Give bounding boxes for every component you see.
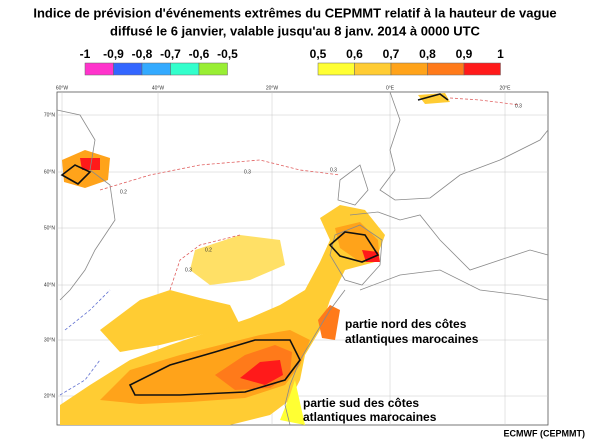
contour-label: 0.3: [244, 169, 251, 175]
field: [190, 235, 285, 285]
annotation: atlantiques marocaines: [345, 332, 479, 346]
legend-label: -0,7: [160, 47, 181, 61]
shading: [60, 93, 450, 425]
annotation: partie nord des côtes: [345, 317, 467, 331]
lon-label: 40°W: [152, 85, 165, 91]
coastline: [359, 269, 549, 301]
lat-label: 70°N: [44, 112, 56, 118]
legend-swatch: [113, 62, 143, 76]
coastline: [56, 109, 116, 301]
contour-label: 0.3: [515, 103, 522, 109]
contour-label: 0.2: [120, 189, 127, 195]
legend-swatch: [198, 62, 228, 76]
lon-label: 0°E: [386, 85, 395, 91]
field: [318, 305, 340, 340]
legend-swatch: [317, 62, 355, 76]
field: [80, 158, 100, 170]
lat-label: 40°N: [44, 282, 56, 288]
contour: [417, 93, 449, 101]
lon-label: 20°W: [266, 85, 279, 91]
coastline: [379, 91, 549, 201]
contours: [59, 93, 521, 396]
annotation: atlantiques marocaines: [303, 410, 437, 424]
contour-label: 0.3: [330, 167, 337, 173]
title-line: diffusé le 6 janvier, valable jusqu'au 8…: [110, 23, 481, 38]
title-line: Indice de prévision d'événements extrême…: [33, 5, 556, 20]
contour: [128, 339, 301, 396]
legend-swatch: [463, 62, 501, 76]
legend-label: 0,8: [419, 47, 436, 61]
legend: -1 -0,9 -0,8 -0,7 -0,6 -0,5 0,5 0,6 0,7 0,8 0,9 1: [80, 47, 504, 76]
contour: [59, 359, 101, 396]
legend-label: -0,5: [217, 47, 238, 61]
legend-swatch: [141, 62, 171, 76]
contour-label: 0.3: [185, 267, 192, 273]
legend-label: -0,9: [103, 47, 124, 61]
legend-swatch: [84, 62, 114, 76]
field: [100, 290, 240, 352]
legend-swatch: [427, 62, 465, 76]
contour: [64, 289, 111, 331]
legend-label: 0,9: [456, 47, 473, 61]
lat-label: 50°N: [44, 225, 56, 231]
legend-swatch: [354, 62, 392, 76]
field: [240, 360, 283, 385]
contour: [99, 159, 341, 191]
legend-label: -1: [80, 47, 91, 61]
legend-label: -0,8: [132, 47, 153, 61]
legend-label: 1: [497, 47, 504, 61]
map: 0.3 0.2 0.3 0.3 0.2 0.3 60°W 40°W 20°W 0…: [44, 85, 549, 426]
annotation: partie sud des côtes: [303, 396, 419, 410]
lon-label: 60°W: [56, 85, 69, 91]
coastline: [349, 211, 549, 271]
legend-swatch: [390, 62, 428, 76]
coastline: [329, 224, 383, 286]
contour: [169, 234, 241, 291]
credit: ECMWF (CEPMMT): [504, 428, 585, 438]
legend-swatch: [170, 62, 200, 76]
field: [280, 380, 305, 425]
coastline: [337, 164, 369, 206]
lat-label: 60°N: [44, 169, 56, 175]
lat-label: 20°N: [44, 393, 56, 399]
legend-label: 0,6: [346, 47, 363, 61]
lat-label: 30°N: [44, 337, 56, 343]
contour-label: 0.2: [205, 247, 212, 253]
contour: [449, 97, 521, 106]
contour: [60, 164, 92, 185]
field: [362, 250, 380, 262]
legend-label: -0,6: [189, 47, 210, 61]
contour: [328, 231, 380, 263]
legend-label: 0,7: [383, 47, 400, 61]
legend-label: 0,5: [310, 47, 327, 61]
lon-label: 20°E: [500, 85, 512, 91]
